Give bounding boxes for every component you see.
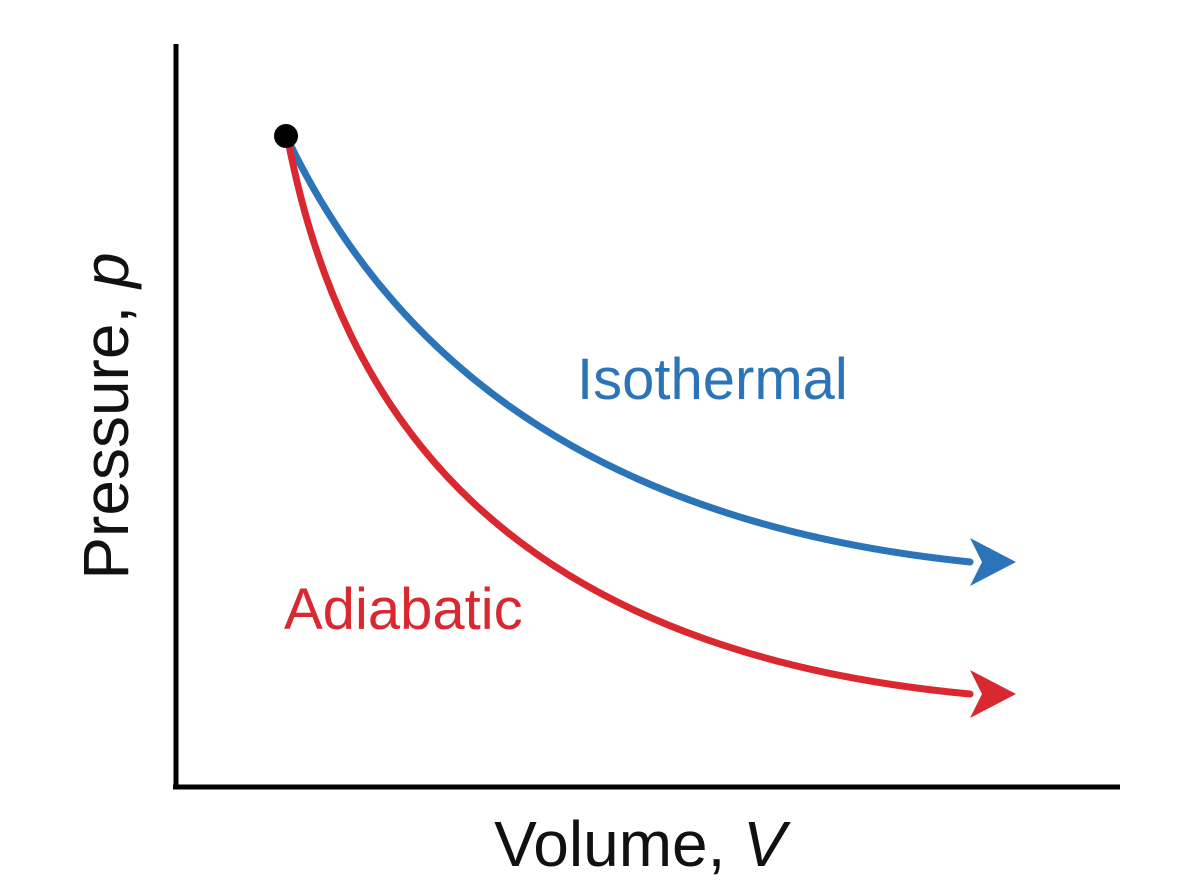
adiabatic-label: Adiabatic	[284, 577, 523, 642]
isothermal-arrowhead-shape	[970, 538, 1016, 586]
x-axis-label: Volume, V	[494, 808, 791, 880]
y-axis-symbol: p	[70, 252, 142, 290]
initial-state-point	[274, 124, 298, 148]
x-axis-label-text: Volume,	[494, 808, 743, 880]
isothermal-curve	[284, 136, 974, 566]
x-axis-symbol: V	[743, 808, 791, 880]
y-axis-label-text: Pressure,	[70, 288, 142, 580]
adiabatic-arrowhead-shape	[970, 670, 1016, 718]
adiabatic-curve	[284, 136, 974, 698]
isothermal-label: Isothermal	[577, 347, 848, 412]
y-axis-label: Pressure, p	[70, 252, 142, 579]
